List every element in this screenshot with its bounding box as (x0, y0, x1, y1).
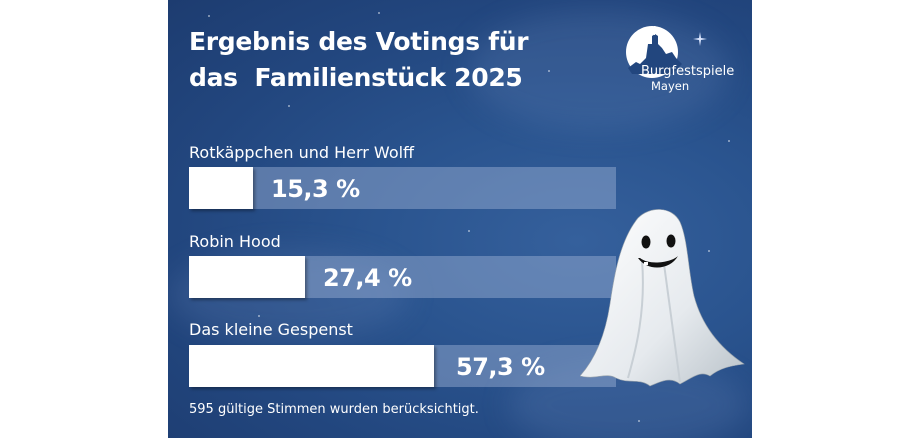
star-icon (548, 70, 550, 72)
bar-value: 27,4 % (323, 264, 412, 292)
star-icon (378, 12, 380, 14)
logo-text: Burgfestspiele Mayen (641, 64, 734, 94)
logo-sub: Mayen (651, 79, 690, 93)
bar-track: 57,3 % (189, 345, 616, 387)
bar-label: Robin Hood (189, 232, 281, 251)
cloud-decoration (468, 10, 728, 130)
bar-value: 15,3 % (271, 175, 360, 203)
bar-track: 27,4 % (189, 256, 616, 298)
bar-track: 15,3 % (189, 167, 616, 209)
bar-fill (189, 345, 434, 387)
star-icon (468, 230, 470, 232)
bar-label: Rotkäppchen und Herr Wolff (189, 143, 415, 162)
star-icon (208, 15, 210, 17)
bar-label: Das kleine Gespenst (189, 320, 353, 339)
star-icon (288, 105, 290, 107)
bar-fill (189, 167, 253, 209)
logo-name: Burgfestspiele (641, 64, 735, 79)
footnote: 595 gültige Stimmen wurden berücksichtig… (189, 402, 479, 417)
ghost-icon (580, 209, 745, 387)
bar-fill (189, 256, 305, 298)
star-icon (728, 140, 730, 142)
star-icon (638, 420, 640, 422)
chart-title: Ergebnis des Votings für das Familienstü… (189, 27, 529, 92)
star-icon (708, 250, 710, 252)
castle-moon-icon (626, 26, 707, 78)
star-icon (258, 315, 260, 317)
bar-value: 57,3 % (456, 353, 545, 381)
